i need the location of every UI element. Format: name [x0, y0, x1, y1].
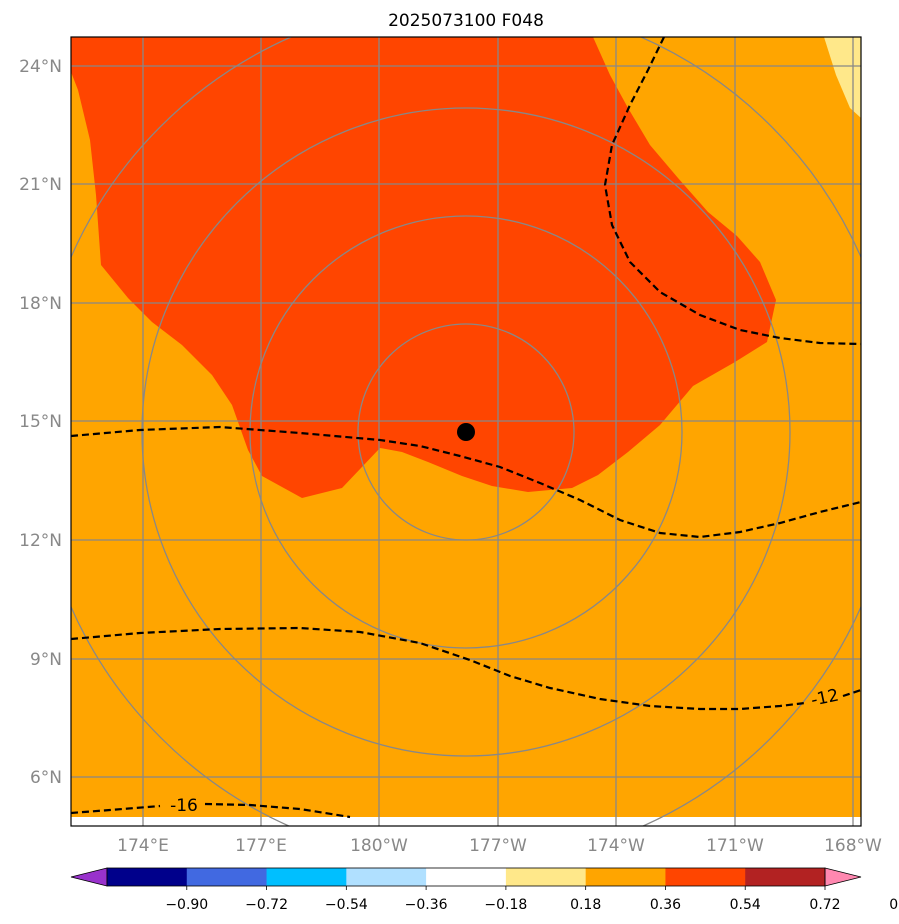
lat-label: 15°N — [19, 412, 62, 432]
colorbar-bin — [505, 868, 587, 886]
colorbar-bin — [745, 868, 826, 886]
colorbar-tick-label: 0.36 — [650, 897, 681, 913]
peak-region — [824, 37, 861, 118]
lat-label: 9°N — [30, 650, 62, 670]
colorbar-tick-label: −0.18 — [484, 897, 527, 913]
lon-label: 177°E — [235, 836, 287, 856]
colorbar-bin — [186, 868, 268, 886]
colorbar-bin — [426, 868, 507, 886]
colorbar-outline — [106, 867, 826, 887]
contour-line — [71, 425, 861, 539]
map-bottom-gap — [71, 817, 861, 826]
lon-label: 171°W — [706, 836, 764, 856]
colorbar-extend-high — [824, 867, 862, 887]
colorbar-bin — [346, 868, 427, 886]
high-value-region — [71, 37, 776, 498]
distance-ring — [357, 323, 575, 541]
colorbar-tick-label: −0.54 — [325, 897, 368, 913]
longitude-labels: 174°E 177°E 180°W 177°W 174°W 171°W 168°… — [117, 836, 882, 856]
colorbar-tick-label: 0.90 — [889, 897, 899, 913]
distance-rings — [71, 37, 861, 826]
latitude-labels: 24°N 21°N 18°N 15°N 12°N 9°N 6°N — [19, 57, 62, 788]
lon-label: 168°W — [824, 836, 882, 856]
contour-line — [71, 804, 161, 815]
contour-line — [71, 626, 806, 711]
colorbar-tick-label: −0.72 — [245, 897, 288, 913]
longitude-gridlines — [142, 37, 854, 826]
map-area: -12 -16 — [71, 37, 861, 826]
colorbar-tick-label: −0.36 — [405, 897, 448, 913]
contour-line — [842, 688, 861, 698]
map-frame — [70, 36, 862, 827]
lat-label: 21°N — [19, 175, 62, 195]
map-title: 2025073100 F048 — [388, 11, 544, 31]
lon-label: 177°W — [469, 836, 527, 856]
contour-line — [204, 802, 351, 819]
lat-label: 6°N — [30, 768, 62, 788]
colorbar-bin — [585, 868, 666, 886]
lat-label: 24°N — [19, 57, 62, 77]
distance-ring — [141, 107, 791, 757]
lat-label: 18°N — [19, 294, 62, 314]
colorbar: −0.90 −0.72 −0.54 −0.36 −0.18 0.18 0.36 0.54 0.7… — [70, 867, 899, 913]
colorbar-bin — [107, 868, 188, 886]
distance-ring — [249, 215, 683, 649]
lon-label: 174°E — [117, 836, 169, 856]
lon-label: 180°W — [350, 836, 408, 856]
contour-label: -16 — [170, 796, 198, 816]
colorbar-tick-label: 0.72 — [809, 897, 840, 913]
colorbar-bin — [665, 868, 746, 886]
latitude-gridlines — [71, 65, 861, 778]
colorbar-extend-low — [70, 867, 108, 887]
colorbar-tick-label: −0.90 — [165, 897, 208, 913]
contour-lines — [71, 37, 861, 819]
lon-label: 174°W — [587, 836, 645, 856]
colorbar-bin — [266, 868, 347, 886]
colorbar-tick-label: 0.54 — [730, 897, 761, 913]
colorbar-tick-label: 0.18 — [570, 897, 601, 913]
lat-label: 12°N — [19, 531, 62, 551]
storm-center-marker — [457, 423, 475, 441]
contour-line — [603, 37, 861, 346]
